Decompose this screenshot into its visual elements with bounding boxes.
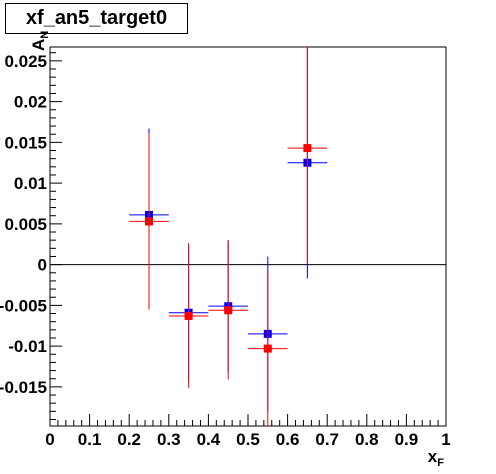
y-axis-title: AN xyxy=(29,31,51,51)
plot-frame-rect xyxy=(49,46,447,427)
series-1 xyxy=(129,47,328,426)
y-tick-label: 0.025 xyxy=(4,52,47,71)
y-tick-label: -0.005 xyxy=(0,296,47,315)
y-axis-title-main: A xyxy=(29,39,48,51)
y-tick-label: 0 xyxy=(38,256,47,275)
x-tick-label: 0.9 xyxy=(395,430,419,449)
x-tick-label: 1 xyxy=(441,430,450,449)
x-tick-label: 0.1 xyxy=(78,430,102,449)
y-tick-label: -0.01 xyxy=(8,337,47,356)
x-tick-label: 0.6 xyxy=(276,430,300,449)
chart-title: xf_an5_target0 xyxy=(25,7,168,29)
y-tick-label: 0.015 xyxy=(4,133,47,152)
x-tick-label: 0.3 xyxy=(157,430,181,449)
x-tick-label: 0.4 xyxy=(197,430,221,449)
x-tick-label: 0.7 xyxy=(315,430,339,449)
y-tick-label: 0.005 xyxy=(4,215,47,234)
plot-frame xyxy=(49,46,447,427)
data-point xyxy=(303,144,312,153)
y-axis-ticks xyxy=(50,52,62,420)
data-point xyxy=(184,311,193,320)
x-tick-label: 0 xyxy=(45,430,54,449)
data-series xyxy=(129,47,328,426)
y-axis-tick-labels: -0.015 -0.01 -0.005 0 0.005 0.01 0.015 0.02 0.02… xyxy=(0,52,47,397)
data-point xyxy=(263,344,272,353)
x-axis-title-sub: F xyxy=(437,457,444,469)
x-axis-title-main: x xyxy=(428,447,438,466)
x-tick-label: 0.8 xyxy=(355,430,379,449)
x-axis-title: xF xyxy=(428,447,444,469)
data-point xyxy=(224,306,233,315)
y-tick-label: 0.02 xyxy=(14,93,47,112)
y-tick-label: 0.01 xyxy=(14,174,47,193)
x-tick-label: 0.5 xyxy=(236,430,260,449)
x-axis-tick-labels: 0 0.1 0.2 0.3 0.4 0.5 0.6 0.7 0.8 0.9 1 xyxy=(45,430,450,449)
data-point xyxy=(145,217,153,226)
y-tick-label: -0.015 xyxy=(0,378,47,397)
x-axis-ticks xyxy=(49,414,447,426)
chart-title-box: xf_an5_target0 xyxy=(5,3,188,34)
y-axis-title-sub: N xyxy=(39,31,51,39)
x-tick-label: 0.2 xyxy=(117,430,141,449)
